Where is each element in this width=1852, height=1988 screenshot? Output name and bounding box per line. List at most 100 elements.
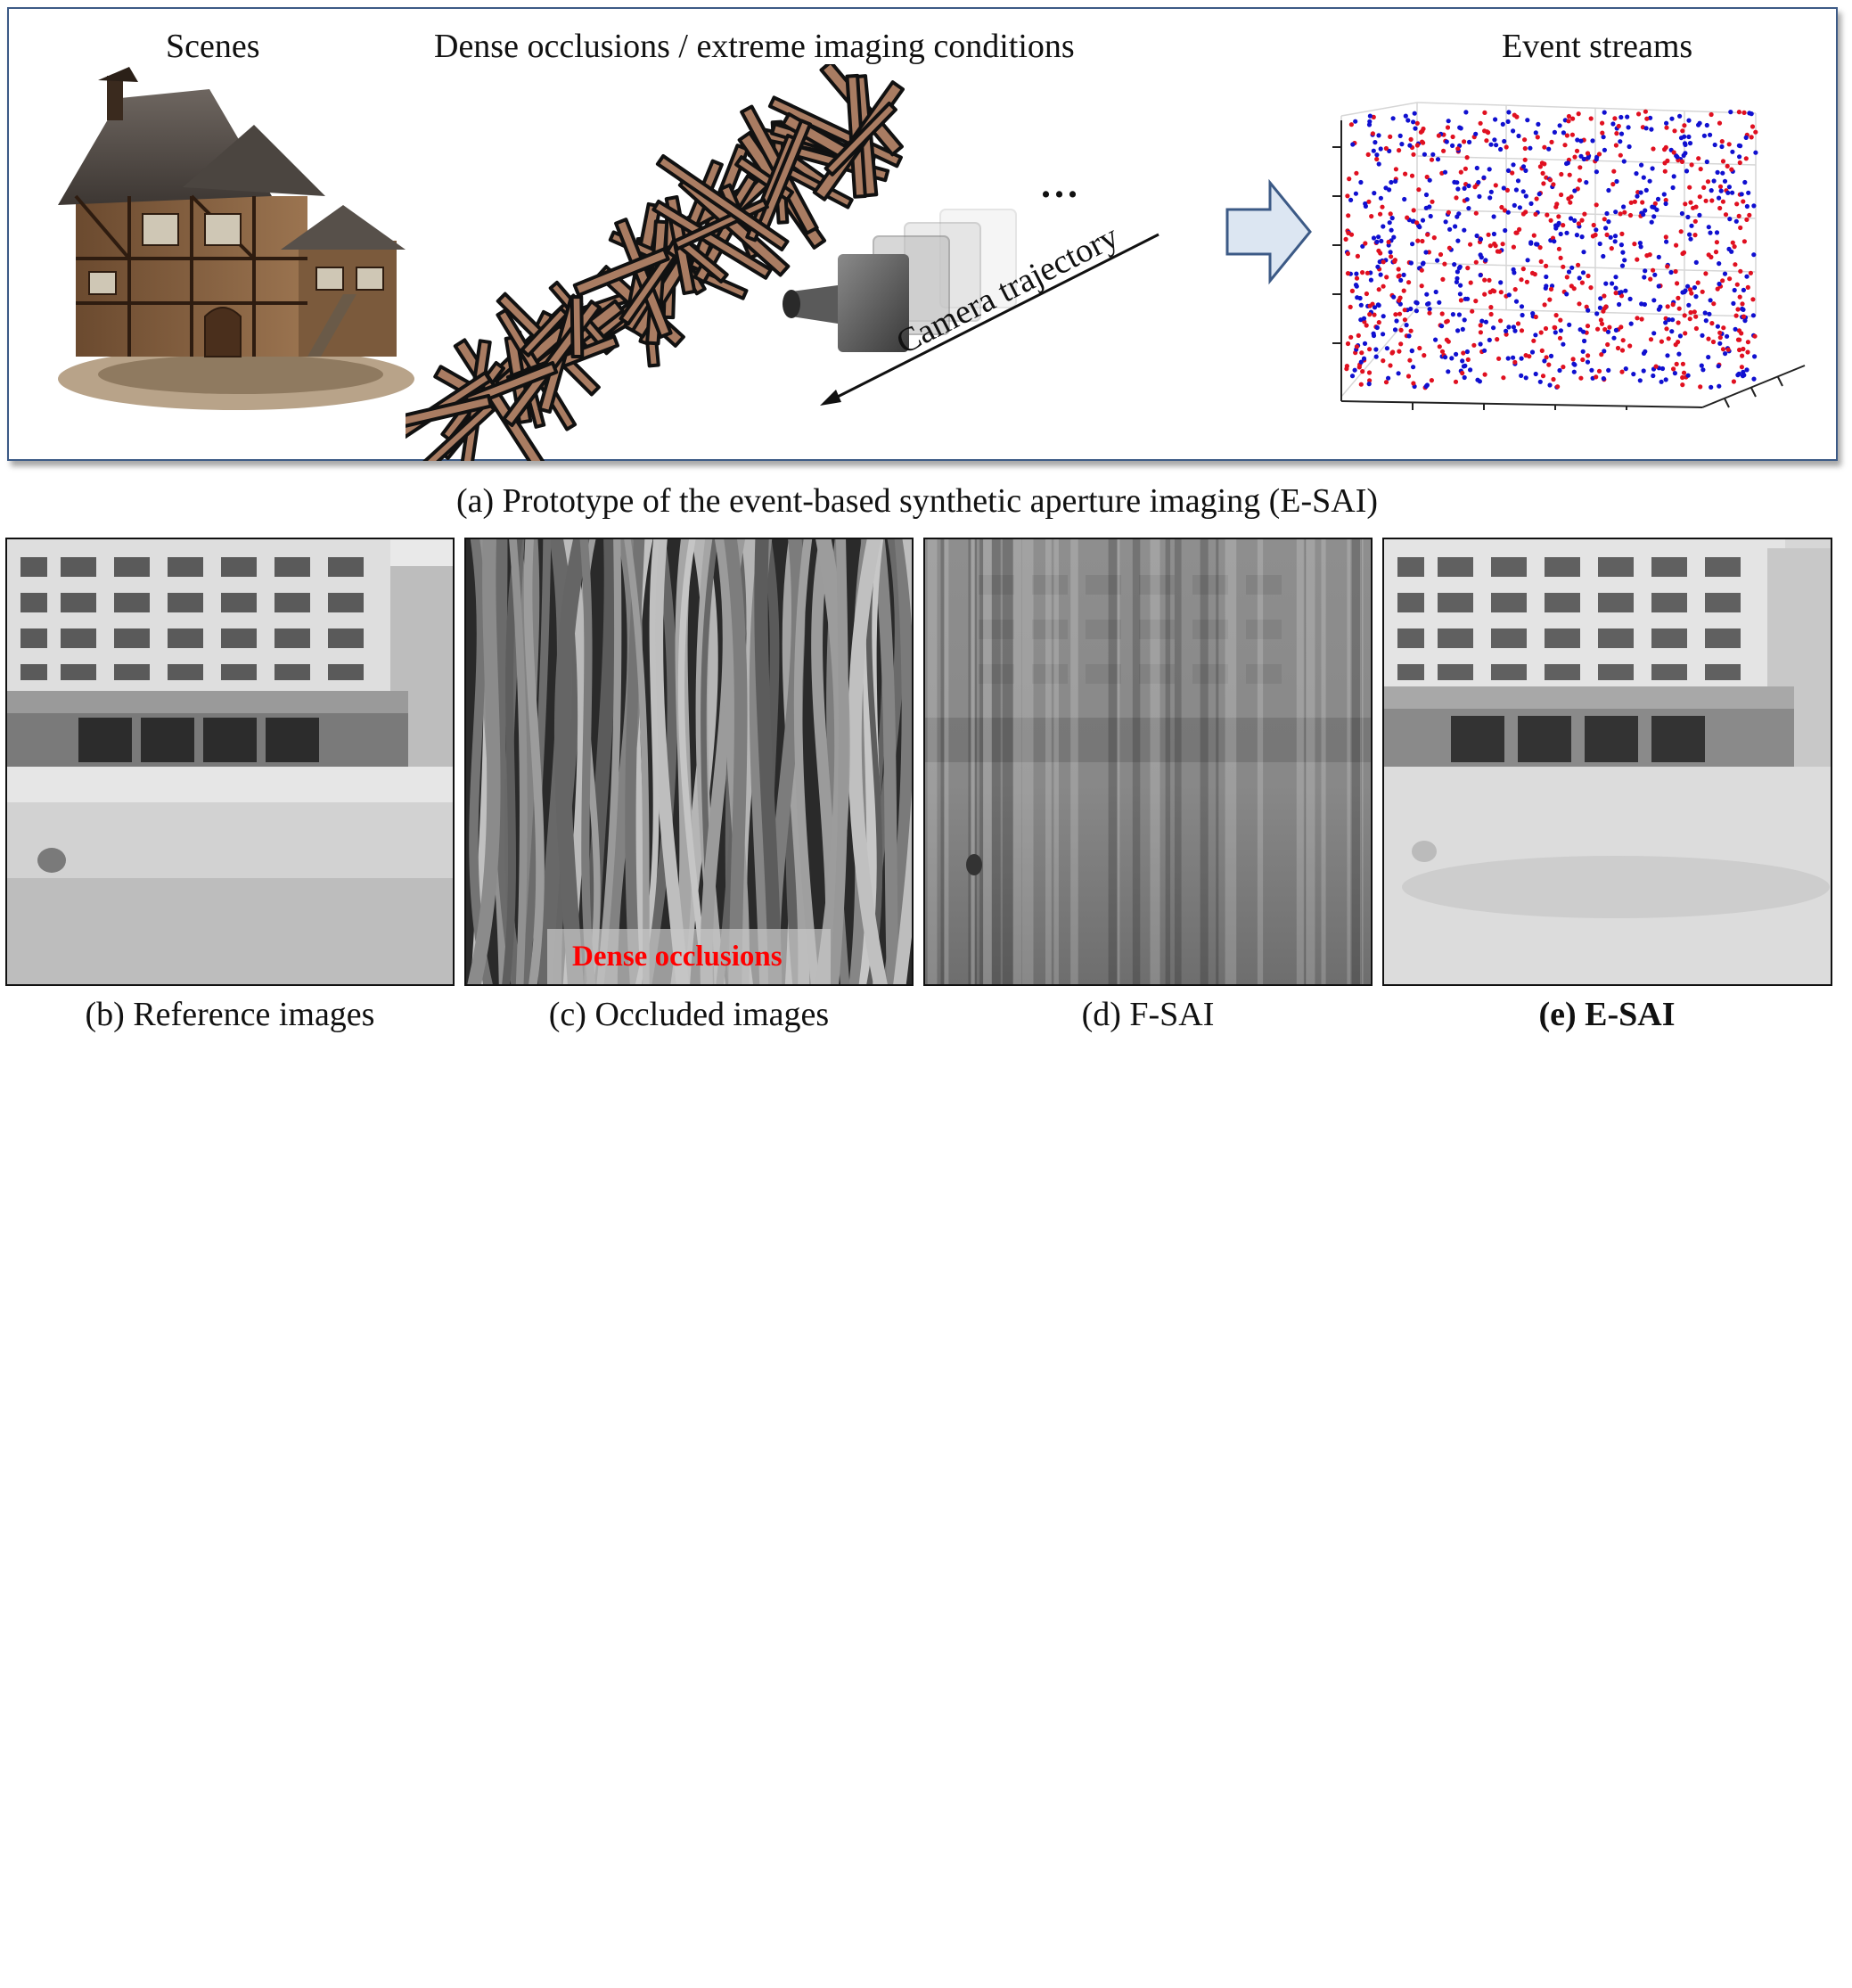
event-point (1643, 126, 1649, 131)
event-point (1522, 157, 1528, 162)
event-point (1742, 179, 1748, 185)
event-point (1618, 131, 1625, 136)
event-point (1555, 384, 1561, 390)
event-point (1733, 262, 1738, 267)
event-point (1671, 366, 1676, 372)
event-point (1343, 236, 1348, 242)
event-point (1584, 180, 1589, 185)
blur-stripe (1108, 539, 1118, 984)
event-point (1579, 280, 1585, 285)
event-point (1533, 371, 1538, 377)
event-point (1466, 206, 1471, 211)
branch (596, 539, 622, 984)
event-point (1648, 276, 1653, 282)
event-point (1641, 175, 1646, 180)
event-point (1517, 226, 1522, 232)
event-point (1482, 348, 1487, 353)
event-point (1579, 218, 1585, 223)
event-point (1466, 183, 1471, 189)
event-point (1363, 201, 1368, 207)
event-point (1371, 148, 1376, 153)
event-point (1596, 152, 1602, 157)
event-point (1680, 361, 1685, 366)
event-point (1741, 110, 1747, 115)
event-point (1736, 143, 1741, 148)
event-point (1731, 379, 1736, 384)
event-point (1717, 205, 1723, 211)
event-point (1665, 264, 1670, 269)
event-point (1709, 254, 1714, 259)
event-point (1697, 212, 1702, 218)
event-point (1634, 171, 1639, 177)
event-point (1717, 261, 1722, 267)
event-point (1548, 353, 1554, 358)
event-point (1429, 157, 1435, 162)
branch (641, 539, 678, 984)
event-point (1745, 349, 1750, 355)
event-point (1579, 234, 1585, 240)
event-point (1487, 290, 1493, 295)
event-point (1516, 133, 1521, 139)
blur-stripe (927, 539, 934, 984)
event-point (1441, 148, 1446, 153)
blur-stripe (981, 539, 987, 984)
event-point (1411, 365, 1416, 370)
event-point (1515, 178, 1521, 184)
event-point (1494, 143, 1499, 148)
event-point (1578, 375, 1584, 381)
event-point (1666, 336, 1671, 341)
event-point (1372, 305, 1378, 310)
event-point (1693, 314, 1699, 319)
event-point (1465, 357, 1471, 362)
event-point (1345, 271, 1351, 276)
event-point (1412, 111, 1417, 116)
event-point (1570, 357, 1576, 362)
event-point (1746, 190, 1751, 195)
event-point (1637, 378, 1643, 383)
event-point (1706, 336, 1711, 341)
event-point (1422, 152, 1427, 157)
event-point (1504, 144, 1509, 150)
event-point (1460, 370, 1465, 376)
event-point (1523, 193, 1528, 199)
event-point (1649, 219, 1654, 225)
event-point (1349, 288, 1355, 293)
event-point (1647, 252, 1652, 258)
event-point (1498, 318, 1504, 324)
event-point (1737, 160, 1742, 166)
event-point (1725, 347, 1731, 352)
blur-stripe (1174, 539, 1182, 984)
event-point (1556, 214, 1561, 219)
event-point (1696, 156, 1701, 161)
event-point (1594, 227, 1599, 233)
caption-e: (e) E-SAI (1538, 996, 1676, 1033)
event-point (1717, 120, 1723, 126)
event-point (1458, 283, 1463, 288)
event-point (1482, 277, 1487, 283)
event-point (1358, 317, 1364, 323)
event-point (1537, 192, 1542, 197)
event-point (1470, 308, 1475, 314)
event-point (1398, 277, 1404, 283)
event-point (1402, 308, 1407, 313)
event-point (1544, 274, 1549, 280)
event-point (1704, 159, 1709, 165)
event-point (1367, 378, 1373, 383)
event-point (1493, 183, 1498, 188)
event-point (1381, 358, 1386, 364)
event-point (1591, 222, 1596, 228)
event-point (1525, 258, 1530, 263)
event-point (1663, 377, 1668, 382)
event-point (1504, 187, 1510, 193)
event-point (1520, 189, 1526, 194)
event-point (1606, 367, 1611, 373)
ellipsis-text: ... (1041, 162, 1081, 206)
event-point (1449, 356, 1455, 361)
event-point (1371, 331, 1376, 336)
event-point (1692, 218, 1698, 224)
blur-stripe (1111, 539, 1120, 984)
event-point (1683, 331, 1688, 336)
event-point (1597, 241, 1602, 247)
event-point (1413, 126, 1418, 131)
event-point (1363, 241, 1368, 246)
